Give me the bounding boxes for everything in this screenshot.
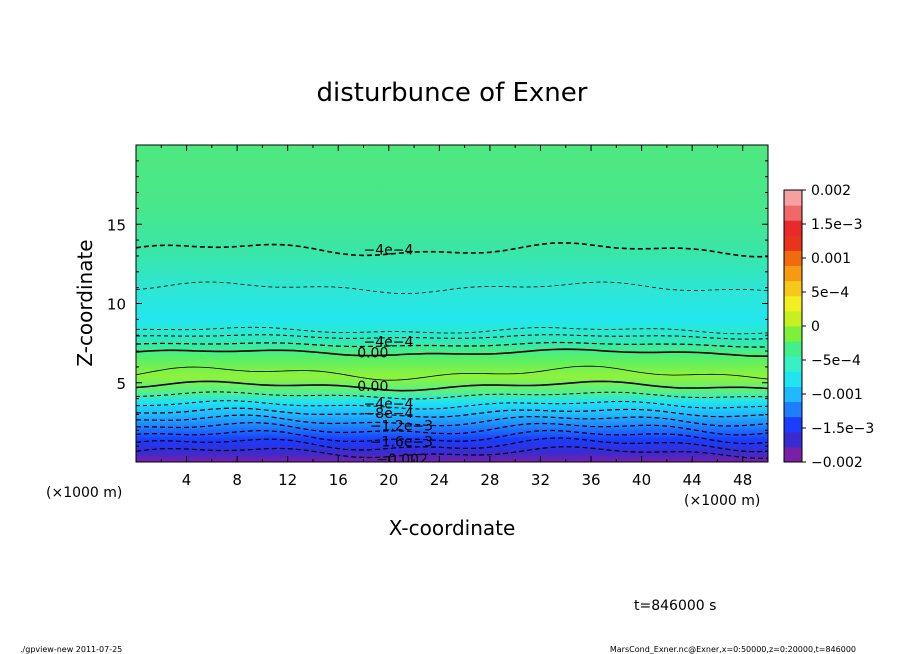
colorbar-swatch bbox=[784, 416, 802, 433]
y-axis: 5 10 15 bbox=[107, 160, 768, 447]
contour-line bbox=[136, 391, 768, 400]
y-tick-label: 15 bbox=[107, 216, 126, 234]
x-tick-label: 8 bbox=[232, 471, 242, 489]
colorbar-tick-label: 1.5e−3 bbox=[811, 217, 863, 233]
contour-label: −8e−4 bbox=[364, 406, 414, 422]
contour-label: 0.00 bbox=[357, 346, 388, 362]
colorbar-tick-label: −1.5e−3 bbox=[811, 421, 874, 437]
contour-line bbox=[136, 446, 768, 459]
colorbar: 0.002 1.5e−3 0.001 5e−4 0 −5e−4 −0.001 −1.5e−3 −… bbox=[783, 183, 874, 471]
contour-line bbox=[136, 422, 768, 436]
colorbar-swatch bbox=[784, 310, 802, 327]
colorbar-tick-label: 0.001 bbox=[811, 251, 851, 267]
y-tick-label: 10 bbox=[107, 296, 126, 314]
contour-label: −0.002 bbox=[376, 452, 428, 468]
contour-labels: −4e−4−4e−40.000.00−4e−4−8e−4−1.2e−3−1.6e… bbox=[357, 243, 433, 468]
contour-line bbox=[136, 281, 768, 295]
colorbar-swatch bbox=[784, 190, 802, 206]
colorbar-swatch bbox=[784, 220, 802, 236]
contour-line bbox=[136, 334, 768, 340]
colorbar-swatch bbox=[784, 341, 802, 357]
colorbar-swatch bbox=[784, 280, 802, 297]
plot-field: −4e−4−4e−40.000.00−4e−4−8e−4−1.2e−3−1.6e… bbox=[136, 145, 768, 468]
contour-label: −4e−4 bbox=[364, 243, 414, 259]
x-tick-label: 32 bbox=[531, 471, 550, 489]
x-tick-label: 20 bbox=[379, 471, 398, 489]
colorbar-swatch bbox=[784, 295, 802, 312]
contour-line bbox=[136, 414, 768, 427]
y-tick-label: 5 bbox=[116, 375, 126, 393]
x-tick-label: 44 bbox=[683, 471, 702, 489]
colorbar-swatch bbox=[784, 386, 802, 403]
colorbar-tick-label: 0 bbox=[811, 319, 820, 335]
colorbar-swatch bbox=[784, 205, 802, 221]
contour-line bbox=[136, 242, 768, 258]
contour-line bbox=[136, 326, 768, 335]
colorbar-swatch bbox=[784, 431, 802, 448]
contour-label: 0.00 bbox=[357, 379, 388, 395]
colorbar-swatch bbox=[784, 356, 802, 372]
footer-right: MarsCond_Exner.nc@Exner,x=0:50000,z=0:20… bbox=[610, 645, 856, 654]
colorbar-swatch bbox=[784, 250, 802, 267]
contour-label: −4e−4 bbox=[364, 396, 414, 412]
contour-lines bbox=[136, 242, 768, 459]
x-tick-label: 4 bbox=[182, 471, 192, 489]
contour-label: −1.2e−3 bbox=[370, 419, 433, 435]
x-tick-label: 28 bbox=[480, 471, 499, 489]
colorbar-swatch bbox=[784, 401, 802, 418]
colorbar-swatch bbox=[784, 265, 802, 282]
contour-line bbox=[136, 341, 768, 348]
colorbar-swatch bbox=[784, 446, 802, 463]
contour-line bbox=[136, 429, 768, 445]
footer-left: ./gpview-new 2011-07-25 bbox=[20, 645, 122, 654]
colorbar-tick-label: −0.001 bbox=[811, 387, 863, 403]
x-axis-label: X-coordinate bbox=[389, 516, 516, 540]
x-axis: 4 8 12 16 20 24 28 32 36 40 44 48 bbox=[160, 145, 752, 489]
y-axis-unit: (×1000 m) bbox=[46, 485, 122, 501]
x-tick-label: 36 bbox=[581, 471, 600, 489]
contour-line bbox=[136, 365, 768, 381]
field-fill bbox=[136, 145, 768, 462]
contour-line bbox=[136, 400, 768, 410]
colorbar-tick-label: −5e−4 bbox=[811, 353, 861, 369]
colorbar-swatch bbox=[784, 326, 802, 342]
colorbar-tick-label: 5e−4 bbox=[811, 285, 849, 301]
x-tick-label: 40 bbox=[632, 471, 651, 489]
y-axis-label: Z-coordinate bbox=[73, 239, 97, 366]
contour-line bbox=[136, 407, 768, 418]
chart-title: disturbunce of Exner bbox=[317, 78, 588, 108]
contour-line bbox=[136, 437, 768, 453]
colorbar-swatch bbox=[784, 235, 802, 251]
time-label: t=846000 s bbox=[634, 598, 716, 614]
contour-line bbox=[136, 348, 768, 357]
colorbar-tick-label: −0.002 bbox=[811, 455, 863, 471]
colorbar-swatch bbox=[784, 371, 802, 387]
contour-label: −4e−4 bbox=[364, 335, 414, 351]
colorbar-tick-label: 0.002 bbox=[811, 183, 851, 199]
x-tick-label: 48 bbox=[733, 471, 752, 489]
x-tick-label: 16 bbox=[329, 471, 348, 489]
x-tick-label: 24 bbox=[430, 471, 449, 489]
x-tick-label: 12 bbox=[278, 471, 297, 489]
contour-line bbox=[136, 380, 768, 392]
x-axis-unit: (×1000 m) bbox=[684, 493, 760, 509]
contour-label: −1.6e−3 bbox=[370, 434, 433, 450]
